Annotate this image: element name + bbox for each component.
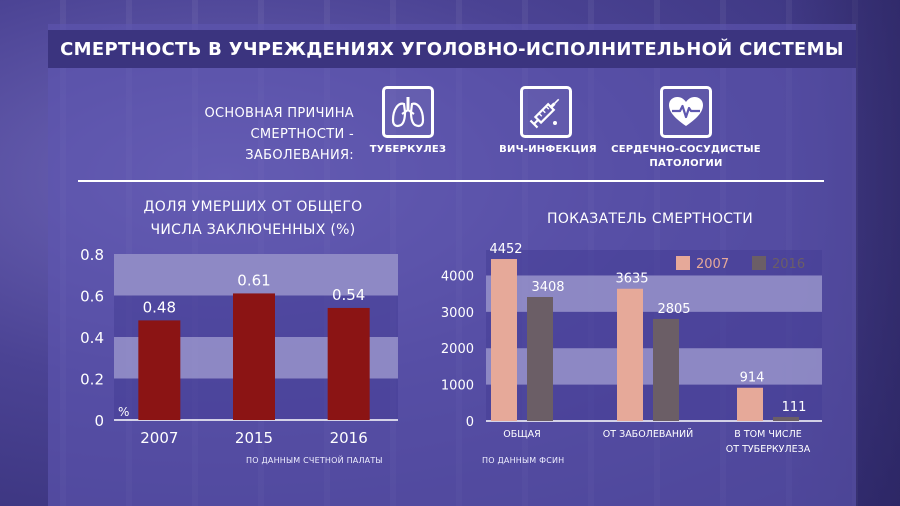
chart2-bar-2007 [737,387,763,421]
chart1-bar [138,320,181,420]
chart2-bar-2016 [527,297,553,421]
chart2-y-tick: 4000 [441,269,474,284]
chart2-source: ПО ДАННЫМ ФСИН [482,456,565,465]
chart1-value-label: 0.54 [332,286,365,304]
cause-label-hiv: ВИЧ-ИНФЕКЦИЯ [499,144,597,155]
syringe-icon [520,86,572,138]
chart1-unit-label: % [118,405,129,419]
chart2-value-label: 2805 [657,302,690,317]
causes-label-line2: СМЕРТНОСТИ - ЗАБОЛЕВАНИЯ: [245,127,354,163]
chart2-x-tick-line2: ОТ ТУБЕРКУЛЕЗА [726,444,811,455]
chart2-legend-label: 2016 [772,257,805,272]
chart2-y-tick: 0 [466,415,474,430]
chart1-y-tick: 0 [94,412,104,430]
chart2-bar-2007 [491,259,517,421]
chart1-band [114,254,398,296]
chart1-value-label: 0.48 [143,298,176,316]
chart1-bar [327,307,370,420]
chart2-x-tick: ОБЩАЯ [503,429,541,440]
section-divider [78,180,824,182]
chart2-value-label: 111 [782,400,807,415]
chart2-value-label: 4452 [489,242,522,257]
chart1-source: ПО ДАННЫМ СЧЕТНОЙ ПАЛАТЫ [246,456,383,465]
chart2-value-label: 3408 [531,280,564,295]
chart2-bar-2007 [617,288,643,421]
chart2-value-label: 3635 [615,272,648,287]
chart1-y-tick: 0.2 [80,371,104,389]
chart2-y-tick: 1000 [441,379,474,394]
cause-label-tuberculosis: ТУБЕРКУЛЕЗ [369,144,447,155]
chart1-value-label: 0.61 [237,271,270,289]
chart1-title: ДОЛЯ УМЕРШИХ ОТ ОБЩЕГО ЧИСЛА ЗАКЛЮЧЕННЫХ… [143,199,363,238]
chart1-x-tick: 2016 [330,429,368,447]
chart1-y-tick: 0.8 [80,246,104,264]
chart1-x-tick: 2015 [235,429,273,447]
causes-label-line1: ОСНОВНАЯ ПРИЧИНА [204,106,354,121]
chart2-legend-swatch [752,256,766,270]
lungs-icon [382,86,434,138]
chart2-title: ПОКАЗАТЕЛЬ СМЕРТНОСТИ [547,211,753,227]
chart2-legend-swatch [676,256,690,270]
causes-label: ОСНОВНАЯ ПРИЧИНА СМЕРТНОСТИ - ЗАБОЛЕВАНИ… [178,103,354,166]
page-title: СМЕРТНОСТЬ В УЧРЕЖДЕНИЯХ УГОЛОВНО-ИСПОЛН… [48,30,856,68]
chart2-x-tick: ОТ ЗАБОЛЕВАНИЙ [603,428,693,440]
heart-pulse-icon [660,86,712,138]
chart1-y-tick: 0.4 [80,329,104,347]
chart1-x-tick: 2007 [140,429,178,447]
chart2-x-tick: В ТОМ ЧИСЛЕ [734,429,801,440]
chart2-value-label: 914 [740,371,765,386]
chart2-y-tick: 3000 [441,306,474,321]
cause-label-cardiovascular: СЕРДЕЧНО-СОСУДИСТЫЕ ПАТОЛОГИИ [611,144,761,169]
chart2-bar-2016 [653,318,679,421]
chart2-y-tick: 2000 [441,342,474,357]
chart2-legend-label: 2007 [696,257,729,272]
chart2-bar-2016 [773,416,799,421]
chart1-y-tick: 0.6 [80,288,104,306]
chart1-bar [233,293,275,420]
